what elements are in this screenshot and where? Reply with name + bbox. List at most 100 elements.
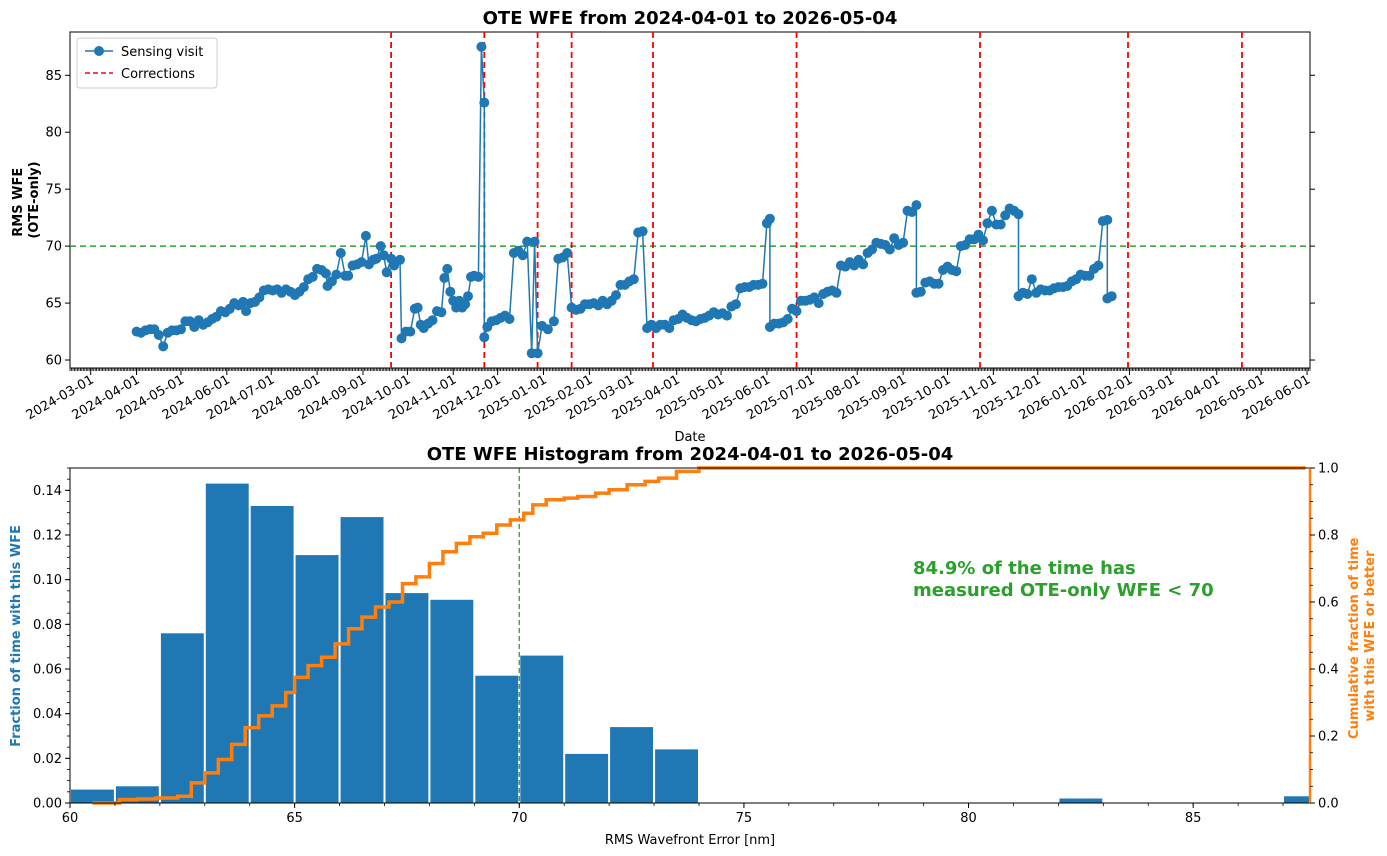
histogram-bar [340, 517, 384, 803]
data-point [378, 250, 389, 261]
correction-lines [390, 32, 1243, 368]
bottom-y-axis: 0.00 0.02 0.04 0.06 0.08 0.10 0.12 0.14 [33, 467, 70, 812]
bottom-y-axis-label: Fraction of time with this WFE [9, 525, 24, 747]
data-point [176, 324, 186, 335]
data-point [858, 259, 869, 270]
data-point [412, 302, 423, 313]
data-point [757, 278, 768, 289]
data-point [504, 314, 515, 324]
data-point [517, 250, 528, 261]
histogram-bar [160, 633, 204, 803]
top-y-axis: 60 65 70 75 80 85 [45, 69, 1315, 369]
bottom-y2-axis-label-line1: Cumulative fraction of time [1347, 537, 1362, 739]
data-point [730, 299, 741, 310]
data-point [460, 299, 471, 310]
data-point [915, 286, 926, 297]
y2-tick-label: 0.0 [1318, 797, 1339, 812]
data-point [298, 282, 309, 293]
annotation-line2: measured OTE-only WFE < 70 [913, 580, 1214, 601]
histogram-bar [655, 749, 698, 803]
bottom-x-axis: 60 65 70 75 80 85 [62, 803, 1284, 826]
top-y-axis-label-line2: (OTE-only) [27, 161, 42, 238]
y-tick-label: 0.08 [33, 618, 62, 633]
data-point [331, 269, 342, 280]
legend-corrections-label: Corrections [121, 67, 195, 82]
data-point [476, 41, 487, 52]
data-point [381, 267, 392, 278]
data-point [405, 326, 416, 337]
histogram-bar [1284, 796, 1310, 803]
data-point [628, 274, 639, 285]
data-point [813, 298, 824, 309]
histogram-bar [385, 593, 429, 803]
data-point [548, 316, 559, 327]
y-tick-label: 65 [45, 297, 62, 312]
histogram-bar [565, 753, 609, 803]
histogram-bar [250, 506, 294, 803]
top-y-axis-label-line1: RMS WFE [11, 168, 26, 237]
annotation: 84.9% of the time has measured OTE-only … [913, 558, 1214, 601]
data-point [1026, 274, 1037, 285]
data-point [562, 248, 573, 258]
histogram-bar [475, 675, 519, 803]
bottom-y2-axis: 0.0 0.2 0.4 0.6 0.8 1.0 [1310, 462, 1339, 812]
data-point [360, 230, 371, 241]
data-point [395, 254, 405, 265]
top-x-axis-label: Date [674, 430, 705, 445]
top-y-axis-label: RMS WFE (OTE-only) [11, 161, 42, 238]
legend: Sensing visit Corrections [76, 37, 218, 89]
histogram-bar [71, 789, 114, 803]
legend-sensing-marker [94, 46, 104, 56]
data-point [764, 213, 775, 224]
data-point [1106, 291, 1117, 302]
data-point [995, 219, 1006, 230]
data-point [463, 291, 473, 302]
data-point [1093, 260, 1104, 271]
data-point [479, 97, 490, 108]
data-point [637, 226, 648, 237]
data-point [791, 306, 802, 317]
annotation-line1: 84.9% of the time has [913, 558, 1136, 579]
x-tick-label: 75 [736, 811, 753, 826]
data-point [153, 330, 164, 340]
data-point [951, 266, 962, 277]
histogram-bars [71, 483, 1310, 803]
data-point [782, 314, 793, 324]
data-point [1022, 289, 1033, 299]
x-tick-label: 80 [960, 811, 977, 826]
data-point [978, 235, 988, 246]
histogram-bar [205, 483, 249, 803]
data-point [529, 236, 540, 247]
data-point [436, 307, 447, 318]
series-line [136, 46, 1113, 354]
legend-sensing-label: Sensing visit [121, 45, 203, 60]
data-point [722, 310, 732, 321]
y2-tick-label: 0.6 [1318, 596, 1339, 611]
data-point [986, 205, 997, 216]
y-tick-label: 0.00 [33, 797, 62, 812]
data-point [933, 278, 944, 289]
y-tick-label: 0.10 [33, 573, 62, 588]
data-point [343, 270, 354, 281]
y-tick-label: 0.14 [33, 484, 62, 499]
histogram-chart: OTE WFE Histogram from 2024-04-01 to 202… [9, 444, 1378, 848]
data-point [479, 332, 490, 343]
bottom-y2-axis-label-line2: with this WFE or better [1363, 550, 1378, 722]
y-tick-label: 75 [45, 183, 62, 198]
x-tick-label: 70 [511, 811, 528, 826]
y-tick-label: 0.02 [33, 752, 62, 767]
y2-tick-label: 0.2 [1318, 730, 1339, 745]
x-tick-label: 65 [286, 811, 303, 826]
data-point [664, 323, 675, 334]
data-point [158, 341, 169, 352]
data-point [532, 348, 543, 359]
x-tick-label: 85 [1185, 811, 1202, 826]
cumulative-line [92, 466, 1306, 805]
bottom-y2-axis-label: Cumulative fraction of time with this WF… [1347, 533, 1378, 739]
data-point [427, 315, 438, 326]
histogram-bar [430, 599, 474, 803]
top-x-axis: 2024-03-012024-04-012024-05-012024-06-01… [24, 368, 1313, 423]
data-point [884, 244, 895, 255]
y2-tick-label: 1.0 [1318, 462, 1339, 477]
